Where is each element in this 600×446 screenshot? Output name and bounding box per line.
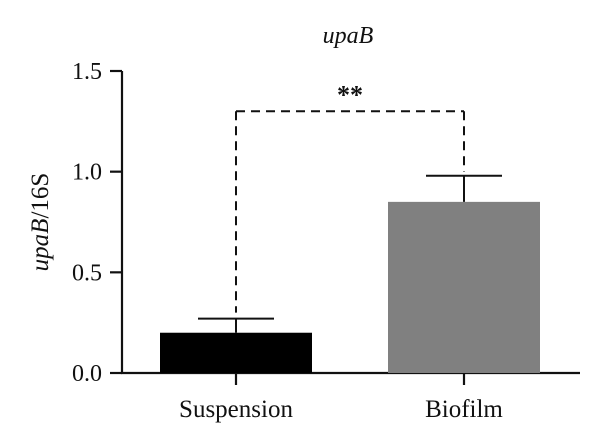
y-axis-label-plain: /16S	[27, 173, 54, 219]
y-axis-label: upaB/16S	[27, 173, 54, 272]
y-tick-label: 0.5	[72, 260, 102, 286]
significance-annotation: **	[235, 80, 465, 313]
error-bars	[198, 174, 502, 333]
chart-title: upaB	[323, 23, 374, 49]
significance-label: **	[337, 80, 363, 109]
y-tick-label: 1.5	[72, 59, 102, 85]
bars	[160, 201, 540, 373]
y-tick-label: 1.0	[72, 160, 102, 186]
y-tick-label: 0.0	[72, 361, 102, 387]
x-tick-label-suspension: Suspension	[179, 396, 293, 423]
axes: 0.0 0.5 1.0 1.5 Suspension Biofilm	[72, 59, 580, 423]
y-axis-label-italic: upaB	[27, 219, 54, 272]
x-tick-label-biofilm: Biofilm	[425, 396, 503, 423]
bar-suspension	[160, 332, 312, 373]
bar-biofilm	[388, 201, 540, 373]
